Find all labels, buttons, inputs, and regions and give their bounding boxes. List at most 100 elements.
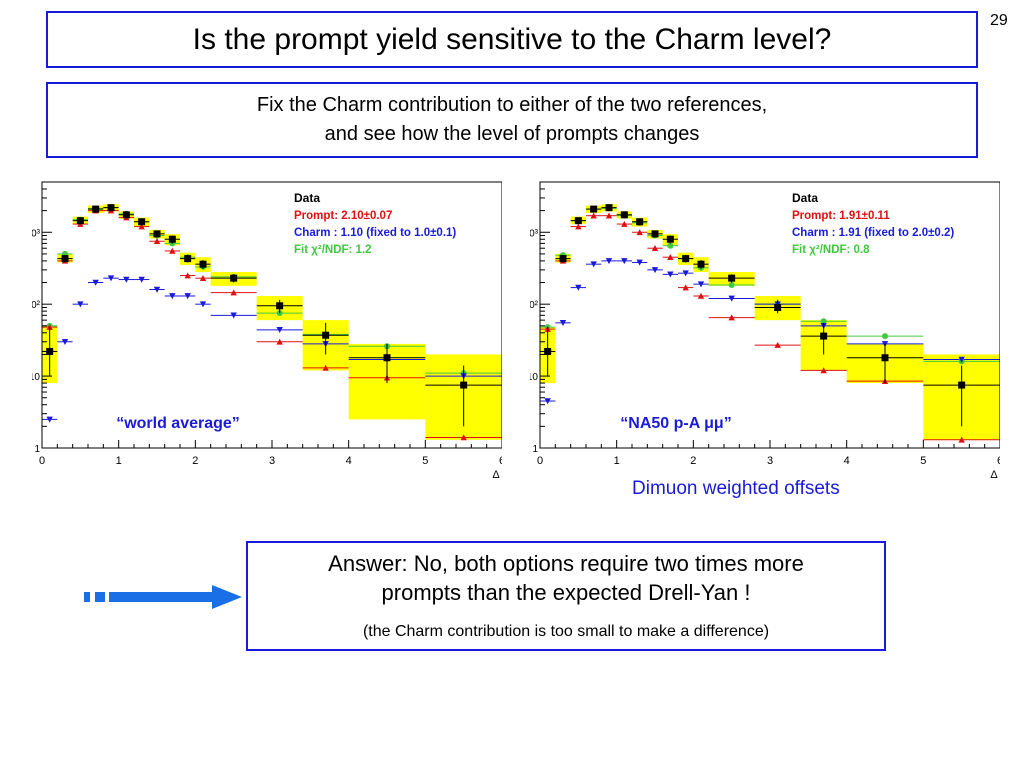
charm-point [636,259,643,266]
data-point [666,235,674,243]
charm-point [199,301,207,308]
na50-fit-plot: 0123456Δ11010²10³DataPrompt: 1.91±0.11Ch… [530,178,1000,484]
charm-point [276,327,283,334]
fit-point [882,333,888,340]
data-point [559,255,567,263]
answer-line-1: Answer: No, both options require two tim… [328,551,804,576]
x-tick-label: 1 [614,455,620,467]
data-point [958,381,966,389]
charm-point [958,356,965,363]
legend-prompt-label: Prompt: 2.10±0.07 [294,210,392,222]
data-point [636,218,644,226]
y-tick-label: 10 [530,372,538,383]
x-tick-label: 5 [422,455,428,467]
x-tick-label: 4 [346,455,352,467]
fit-point [820,318,827,325]
x-tick-label: 6 [499,455,502,467]
data-point [590,205,598,213]
subtitle-box: Fix the Charm contribution to either of … [46,82,978,158]
x-tick-label: 2 [192,455,198,467]
charm-point [590,261,597,268]
arrow-head [212,585,242,609]
legend-prompt-label: Prompt: 1.91±0.11 [792,210,890,222]
answer-note: (the Charm contribution is too small to … [362,623,770,640]
data-point [544,347,552,355]
right-arrow-icon [84,585,242,609]
x-axis-label: Δ [990,469,998,481]
data-point [153,230,161,238]
prompt-point [169,247,176,254]
charm-point [728,295,735,302]
prompt-point [605,212,613,219]
prompt-point [958,436,965,443]
x-tick-label: 6 [997,455,1000,467]
prompt-point [184,272,191,279]
data-point [107,204,115,212]
x-tick-label: 4 [844,455,850,467]
legend-fit-label: Fit χ²/NDF: 1.2 [294,244,372,256]
y-tick-label: 1 [34,444,40,455]
charm-point [77,301,84,308]
x-tick-label: 2 [690,455,696,467]
prompt-point [590,212,597,219]
x-tick-label: 1 [116,455,122,467]
charm-point [230,312,237,319]
data-point [230,274,238,282]
x-tick-label: 0 [537,455,543,467]
world-average-fit-plot: 0123456Δ11010²10³DataPrompt: 2.10±0.07Ch… [32,178,502,484]
data-point [774,303,782,311]
answer-line-2: prompts than the expected Drell-Yan ! [381,580,751,605]
legend-data-label: Data [792,191,818,205]
data-point [605,204,613,212]
data-point [651,230,659,238]
prompt-point [621,220,628,227]
charm-point [92,279,99,286]
charm-point [651,267,659,274]
data-point [76,217,84,225]
charm-point [184,293,191,300]
data-point [184,255,192,263]
answer-box: Answer: No, both options require two tim… [246,541,886,651]
data-point [697,260,705,268]
charm-point [667,271,674,278]
prompt-point [667,254,674,261]
charm-point [46,416,53,423]
data-point [820,332,828,340]
charm-point [697,281,705,288]
y-tick-label: 10² [32,300,41,311]
charm-point [138,276,145,283]
charm-point [575,284,582,291]
prompt-point [651,245,659,252]
offsets-caption: Dimuon weighted offsets [632,478,840,499]
arrow-shaft [109,592,214,602]
fit-point [728,281,735,288]
data-point [199,260,207,268]
title-box: Is the prompt yield sensitive to the Cha… [46,11,978,68]
charm-point [559,320,567,327]
prompt-point [728,314,735,321]
x-axis-label: Δ [492,469,500,481]
prompt-point [682,284,689,291]
prompt-point [46,323,53,330]
data-point [574,217,582,225]
y-tick-label: 10³ [32,228,41,239]
data-point [620,211,628,219]
data-point [383,354,391,362]
charm-point [123,276,130,283]
prompt-point [199,274,207,281]
y-tick-label: 10³ [530,228,539,239]
prompt-point [774,341,781,348]
charm-point [169,293,176,300]
charm-point [107,275,115,282]
legend-data-label: Data [294,191,320,205]
data-point [46,347,54,355]
subtitle-line-2: and see how the level of prompts changes [324,123,700,145]
plot-background [32,178,502,484]
charm-point [621,258,628,265]
data-point [61,255,69,263]
data-point [276,302,284,310]
y-tick-label: 10 [32,372,40,383]
data-point [682,255,690,263]
data-point [122,211,130,219]
legend-fit-label: Fit χ²/NDF: 0.8 [792,244,870,256]
